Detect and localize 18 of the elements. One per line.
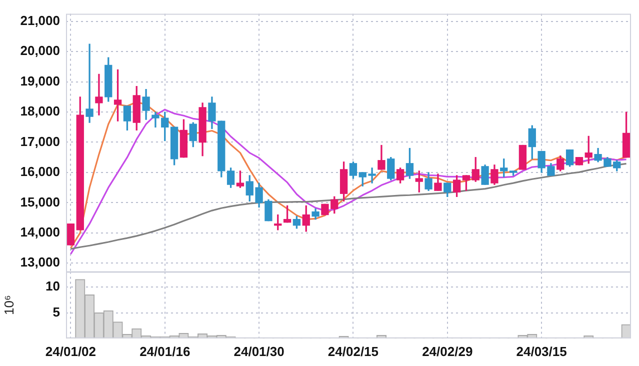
y-tick-label: 20,000: [20, 43, 60, 58]
y-tick-label: 16,000: [20, 164, 60, 180]
x-tick-label: 24/01/16: [140, 344, 190, 359]
y-tick-label: 14,000: [20, 224, 60, 240]
x-tick-label: 24/02/29: [422, 344, 473, 359]
y-tick-label: 17,000: [20, 134, 60, 149]
x-tick-label: 24/01/02: [45, 344, 96, 359]
y-tick-label: 10: [46, 278, 60, 294]
y-tick-label: 5: [52, 304, 60, 320]
y-tick-label: 18,000: [20, 104, 60, 119]
x-tick-label: 24/01/30: [234, 344, 284, 359]
y-tick-label: 19,000: [20, 73, 60, 88]
y-tick-label: 13,000: [20, 254, 60, 270]
y-axis-title: 10⁶: [1, 295, 16, 316]
x-tick-label: 24/02/15: [328, 344, 379, 359]
y-tick-label: 15,000: [20, 194, 60, 210]
y-tick-label: 21,000: [20, 12, 60, 28]
x-tick-label: 24/03/15: [516, 344, 567, 359]
